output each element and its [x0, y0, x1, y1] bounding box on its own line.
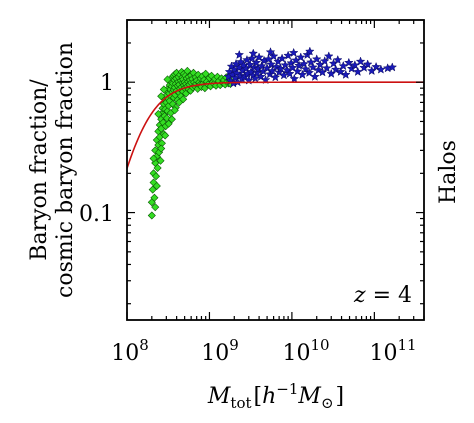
y-tick-label-1: 1 [100, 71, 114, 96]
diamond-point [164, 119, 173, 128]
diamond-point [149, 154, 158, 163]
diamond-point [147, 211, 156, 220]
star-point [289, 73, 300, 84]
diamond-point [152, 172, 161, 181]
star-point [352, 66, 363, 77]
star-point [241, 63, 252, 73]
star-point [235, 70, 245, 80]
star-point [265, 47, 276, 57]
redshift-annotation: z = 4 [353, 283, 412, 308]
star-point [245, 59, 255, 69]
diamond-point [170, 106, 179, 115]
star-point [282, 64, 292, 75]
diamond-point [152, 181, 161, 190]
diamond-point [157, 92, 166, 101]
star-point [387, 62, 398, 72]
y-axis-title-line-1: Baryon fraction/ [27, 79, 52, 261]
diamond-point [201, 69, 210, 78]
star-point [284, 68, 295, 78]
x-axis-title: Mtot[h−1M⊙] [207, 380, 344, 412]
star-point [304, 46, 315, 56]
star-point [332, 54, 343, 65]
star-point [304, 67, 315, 77]
star-point [343, 57, 354, 67]
star-point [248, 48, 259, 58]
star-point [321, 63, 332, 73]
star-point [310, 71, 320, 81]
star-point [256, 60, 267, 71]
star-point [311, 54, 322, 64]
diamond-point [156, 156, 165, 165]
x-tick-label-1e10: 1010 [282, 336, 329, 366]
star-point [235, 56, 246, 67]
diamond-point [148, 185, 157, 194]
star-point [247, 53, 258, 63]
star-point [349, 60, 360, 70]
axis-ticks [126, 19, 425, 320]
star-point [287, 62, 298, 72]
x-tick-labels: 108 109 1010 1011 [111, 336, 416, 366]
star-point [308, 62, 318, 72]
diamond-point [179, 95, 188, 104]
star-point [299, 58, 309, 69]
star-point [292, 66, 303, 76]
star-point [340, 69, 351, 79]
star-point [277, 53, 287, 63]
star-point [376, 64, 386, 74]
diamond-point [154, 110, 163, 119]
x-tick-label-1e8: 108 [111, 336, 149, 366]
star-point [355, 56, 366, 66]
star-point [280, 60, 291, 70]
plot-marks [127, 46, 424, 220]
diamond-point [159, 85, 168, 94]
fit-line [127, 81, 424, 169]
star-point [362, 59, 373, 69]
star-point [300, 64, 311, 74]
star-point [234, 49, 245, 60]
star-point [268, 51, 279, 61]
diamond-point [151, 203, 160, 212]
y-axis-title-line-2: cosmic baryon fraction [53, 42, 78, 298]
star-point [251, 57, 262, 67]
star-point [246, 66, 256, 77]
diamond-point [161, 131, 170, 140]
star-point [295, 52, 306, 62]
star-point [335, 66, 346, 77]
star-point [254, 52, 264, 62]
star-point [283, 50, 294, 60]
star-point [297, 69, 308, 79]
star-point [270, 72, 281, 82]
star-point [271, 61, 282, 72]
plot-frame [126, 19, 425, 321]
diamond-point [157, 144, 166, 153]
star-point [266, 59, 277, 69]
y-tick-labels: 1 0.1 [79, 71, 114, 227]
star-point [306, 57, 316, 67]
star-point [319, 56, 330, 66]
x-tick-label-1e11: 1011 [369, 336, 416, 366]
diamond-point [167, 115, 176, 124]
star-point [371, 61, 381, 72]
star-point [330, 64, 341, 74]
x-tick-label-1e9: 109 [201, 336, 239, 366]
side-label: Halos [436, 140, 461, 204]
star-point [255, 71, 266, 81]
y-tick-label-0-1: 0.1 [79, 202, 114, 227]
star-point [323, 51, 334, 61]
diamond-point [150, 193, 159, 202]
diamond-point [153, 163, 162, 172]
diamond-point [163, 75, 172, 84]
star-point [313, 64, 324, 75]
star-point [288, 47, 299, 57]
